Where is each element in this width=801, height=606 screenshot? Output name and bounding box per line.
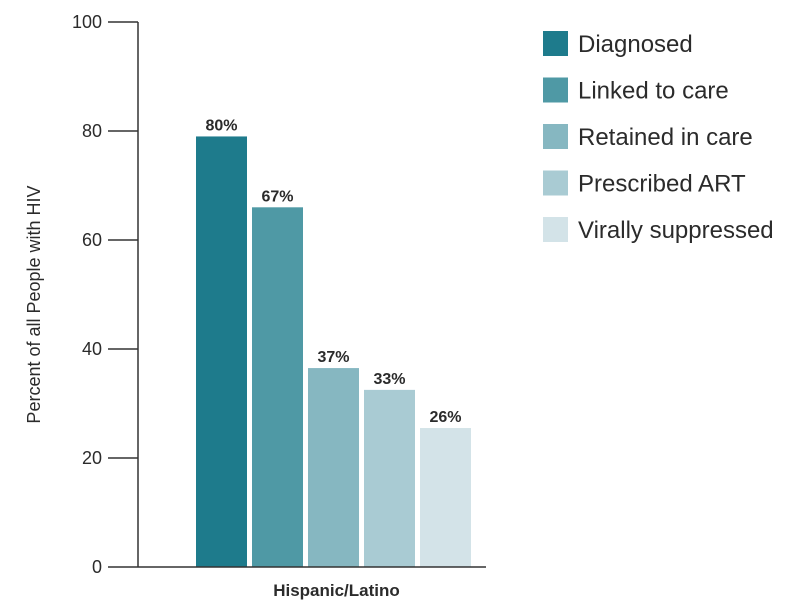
- legend: Diagnosed Linked to care Retained in care P…: [543, 31, 774, 244]
- bar-data-label: 67%: [261, 188, 293, 205]
- x-category-label: Hispanic/Latino: [273, 581, 400, 600]
- bar-data-label: 37%: [317, 349, 349, 366]
- bar-data-label: 26%: [429, 409, 461, 426]
- legend-swatch: [543, 77, 568, 103]
- legend-label: Retained in care: [578, 124, 753, 151]
- bar-data-label: 80%: [205, 117, 237, 134]
- legend-swatch: [543, 217, 568, 242]
- bar-linked-to-care: [252, 207, 303, 568]
- y-tick-label: 100: [72, 12, 102, 32]
- legend-label: Diagnosed: [578, 31, 693, 58]
- x-axis: Hispanic/Latino: [138, 566, 486, 600]
- y-axis: 0 20 40 60 80 100 Percent of all People with H…: [24, 12, 139, 577]
- y-axis-title: Percent of all People with HIV: [24, 185, 44, 423]
- y-tick-label: 20: [82, 448, 102, 468]
- bars: 80% 67% 37% 33% 26%: [196, 117, 471, 568]
- bar-data-label: 33%: [373, 371, 405, 388]
- y-tick-label: 80: [82, 121, 102, 141]
- legend-label: Prescribed ART: [578, 171, 746, 198]
- bar-diagnosed: [196, 136, 247, 567]
- legend-swatch: [543, 170, 568, 196]
- y-tick-label: 0: [92, 557, 102, 577]
- legend-swatch: [543, 31, 568, 56]
- legend-label: Virally suppressed: [578, 217, 774, 244]
- y-tick-label: 40: [82, 339, 102, 359]
- bar-prescribed-art: [364, 389, 415, 567]
- bar-virally-suppressed: [420, 428, 471, 567]
- y-tick-label: 60: [82, 230, 102, 250]
- legend-label: Linked to care: [578, 78, 729, 105]
- legend-swatch: [543, 124, 568, 149]
- bar-retained-in-care: [308, 368, 359, 567]
